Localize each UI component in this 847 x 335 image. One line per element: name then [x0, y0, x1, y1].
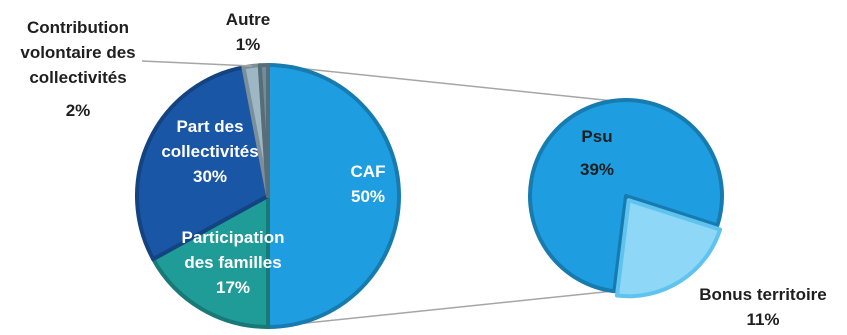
label-collectivites-pct: 30% [193, 167, 227, 186]
label-familles-line2: des familles [184, 253, 281, 272]
connector-bottom [267, 290, 613, 328]
label-collectivites-line2: collectivités [161, 142, 258, 161]
main-slice-caf [266, 63, 401, 329]
label-collectivites-line1: Part des [176, 117, 243, 136]
leader-line-volontaire [141, 60, 253, 67]
main-slice-familles [151, 194, 270, 329]
label-psu-pct: 39% [580, 160, 614, 179]
label-familles-line1: Participation [182, 228, 285, 247]
label-autre-pct: 1% [236, 35, 261, 54]
label-caf-name: CAF [351, 162, 386, 181]
label-volontaire-pct: 2% [66, 101, 91, 120]
label-familles-pct: 17% [216, 278, 250, 297]
label-psu-name: Psu [581, 127, 612, 146]
label-caf-pct: 50% [351, 187, 385, 206]
label-volontaire-line2: volontaire des [20, 43, 135, 62]
secondary-pie [528, 98, 724, 299]
label-volontaire-line3: collectivités [29, 68, 126, 87]
secondary-slice-psu [528, 98, 724, 294]
label-volontaire-line1: Contribution [27, 18, 129, 37]
label-autre-name: Autre [226, 10, 270, 29]
main-slice-autre [257, 63, 270, 198]
label-bonus-pct: 11% [746, 310, 779, 329]
label-bonus-name: Bonus territoire [699, 285, 827, 304]
secondary-slice-bonus [614, 198, 723, 299]
connector-top [267, 64, 613, 102]
connector-lines [267, 64, 613, 328]
main-slice-collectivites [134, 65, 270, 262]
